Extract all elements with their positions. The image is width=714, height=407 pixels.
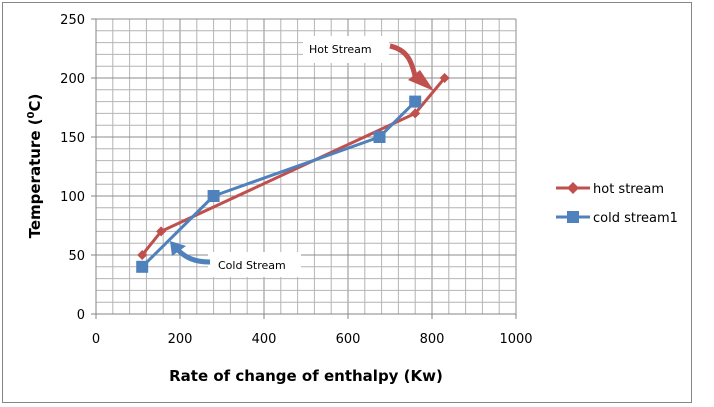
annotation-cold-stream-arrow <box>176 248 211 265</box>
y-axis-title: Temperature (0C) <box>26 94 44 239</box>
x-tick-label: 800 <box>420 332 445 347</box>
legend-label-cold-stream1: cold stream1 <box>593 211 678 226</box>
legend: hot stream cold stream1 <box>556 182 678 226</box>
y-tick-label: 50 <box>68 249 85 264</box>
data-point-diamond <box>137 250 148 260</box>
y-axis-title-main: Temperature ( <box>26 118 44 238</box>
x-tick-label: 200 <box>168 332 193 347</box>
annotation-hot-stream-label: Hot Stream <box>309 43 372 56</box>
x-axis-title: Rate of change of enthalpy (Kw) <box>169 367 443 385</box>
y-tick-label: 200 <box>60 72 85 87</box>
x-tick-label: 1000 <box>499 332 532 347</box>
x-tick-label: 0 <box>92 332 100 347</box>
annotation-cold-stream-label: Cold Stream <box>218 259 286 272</box>
y-tick-label: 250 <box>60 13 85 28</box>
annotation-cold-stream: Cold Stream <box>170 241 301 277</box>
y-tick-label: 100 <box>60 190 85 205</box>
legend-label-hot-stream: hot stream <box>593 182 664 197</box>
x-tick-label: 400 <box>252 332 277 347</box>
data-point-square <box>207 190 220 202</box>
legend-item-hot-stream: hot stream <box>556 182 664 197</box>
data-point-diamond <box>439 73 450 83</box>
y-axis-title-sup: 0 <box>26 111 37 118</box>
x-tick-label: 600 <box>336 332 361 347</box>
annotation-hot-stream-arrowhead <box>408 70 434 91</box>
data-point-square <box>409 95 422 108</box>
gridlines <box>95 18 517 315</box>
series-line <box>141 77 446 256</box>
annotation-cold-stream-box <box>208 252 301 277</box>
data-point-square <box>136 260 149 273</box>
legend-item-cold-stream1: cold stream1 <box>556 211 678 226</box>
data-point-diamond <box>410 108 421 119</box>
series-hot-stream <box>137 73 450 260</box>
legend-marker-square <box>567 211 579 223</box>
data-point-diamond <box>156 226 167 237</box>
annotation-hot-stream: Hot Stream <box>303 36 434 91</box>
data-point-square <box>373 131 386 143</box>
annotation-hot-stream-box <box>303 36 389 63</box>
legend-marker-diamond <box>567 182 579 194</box>
series <box>136 73 450 273</box>
chart-frame <box>2 2 692 403</box>
annotation-hot-stream-arrow <box>389 43 419 81</box>
series-line <box>141 100 417 268</box>
y-tick-label: 150 <box>60 131 85 146</box>
y-tick-label: 0 <box>77 308 85 323</box>
tick-labels: 0 200 400 600 800 1000 0 50 100 150 200 250 <box>60 13 532 347</box>
series-cold-stream1 <box>136 95 422 273</box>
y-axis-title-tail: C) <box>26 94 44 112</box>
axes <box>91 18 517 319</box>
annotation-cold-stream-arrowhead <box>170 241 186 256</box>
